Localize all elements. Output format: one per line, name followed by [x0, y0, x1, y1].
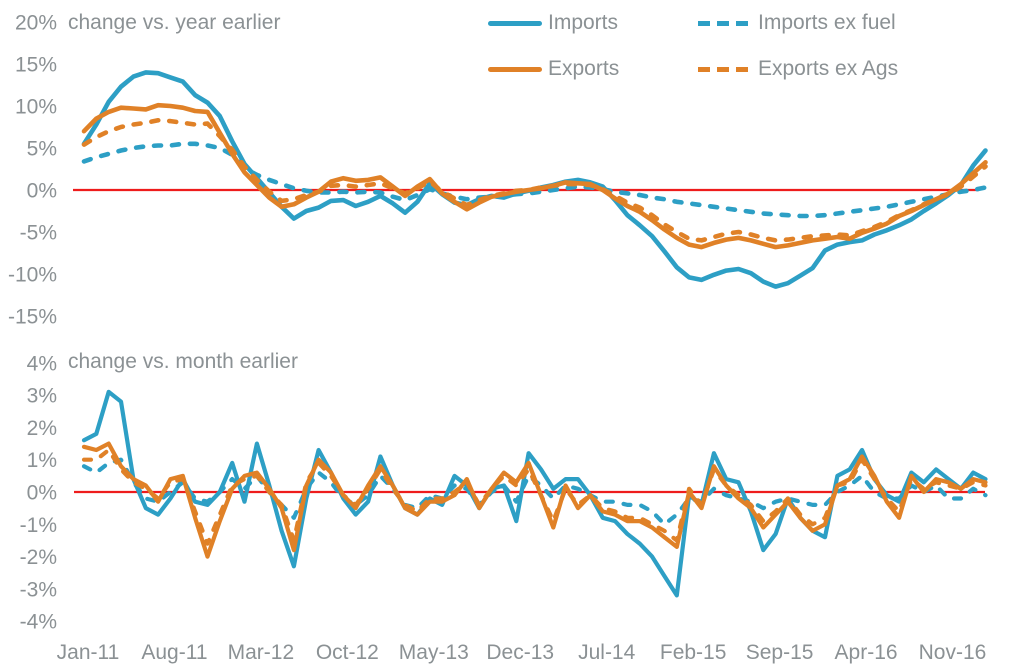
- legend: Imports Imports ex fuel Exports Exports …: [488, 8, 1008, 100]
- y-tick-label: 0%: [27, 482, 57, 505]
- x-tick-label: Nov-16: [919, 641, 987, 664]
- legend-label-imports-ex-fuel: Imports ex fuel: [758, 11, 896, 34]
- legend-label-exports: Exports: [548, 57, 620, 80]
- legend-row-2: Exports Exports ex Ags: [488, 54, 1008, 84]
- y-tick-label: 3%: [27, 385, 57, 408]
- y-tick-label: 20%: [15, 12, 57, 35]
- legend-row-1: Imports Imports ex fuel: [488, 8, 1008, 38]
- x-tick-label: May-13: [399, 641, 469, 664]
- legend-label-exports-ex-ags: Exports ex Ags: [758, 57, 899, 80]
- imports-line-icon: [488, 20, 542, 26]
- y-tick-label: 0%: [27, 180, 57, 203]
- legend-label-imports: Imports: [548, 11, 619, 34]
- x-tick-label: Feb-15: [660, 641, 727, 664]
- legend-item-exports: Exports: [488, 57, 698, 81]
- y-tick-label: -5%: [20, 222, 57, 245]
- x-tick-label: Mar-12: [228, 641, 295, 664]
- y-tick-label: 2%: [27, 417, 57, 440]
- exports-line-icon: [488, 66, 542, 72]
- x-tick-label: Aug-11: [141, 641, 207, 664]
- y-tick-label: -10%: [8, 264, 57, 287]
- legend-item-imports-ex-fuel: Imports ex fuel: [698, 11, 998, 35]
- y-tick-label: 5%: [27, 138, 57, 161]
- y-tick-label: 1%: [27, 449, 57, 472]
- series-imports-ex-fuel: [81, 141, 988, 219]
- x-tick-label: Apr-16: [835, 641, 898, 664]
- imports-ex-fuel-line-icon: [698, 20, 752, 26]
- y-tick-label: -15%: [8, 306, 57, 329]
- x-tick-label: Oct-12: [316, 641, 379, 664]
- exports-ex-ags-line-icon: [698, 66, 752, 72]
- series-imports: [81, 70, 988, 289]
- y-tick-label: 15%: [15, 54, 57, 77]
- series-exports-ex-ags: [81, 447, 988, 546]
- y-tick-label: -1%: [20, 514, 57, 537]
- y-tick-label: -2%: [20, 546, 57, 569]
- series-exports: [81, 102, 988, 250]
- y-tick-label: -3%: [20, 578, 57, 601]
- yoy-chart-title: change vs. year earlier: [68, 11, 281, 34]
- x-tick-label: Jul-14: [578, 641, 636, 664]
- x-tick-label: Dec-13: [486, 641, 554, 664]
- mom-chart-title: change vs. month earlier: [68, 350, 298, 373]
- x-tick-label: Sep-15: [746, 641, 814, 664]
- series-exports-ex-ags: [81, 118, 988, 243]
- legend-item-exports-ex-ags: Exports ex Ags: [698, 57, 998, 81]
- x-tick-label: Jan-11: [57, 641, 120, 664]
- y-tick-label: -4%: [20, 611, 57, 634]
- y-tick-label: 10%: [15, 96, 57, 119]
- y-tick-label: 4%: [27, 352, 57, 375]
- legend-item-imports: Imports: [488, 11, 698, 35]
